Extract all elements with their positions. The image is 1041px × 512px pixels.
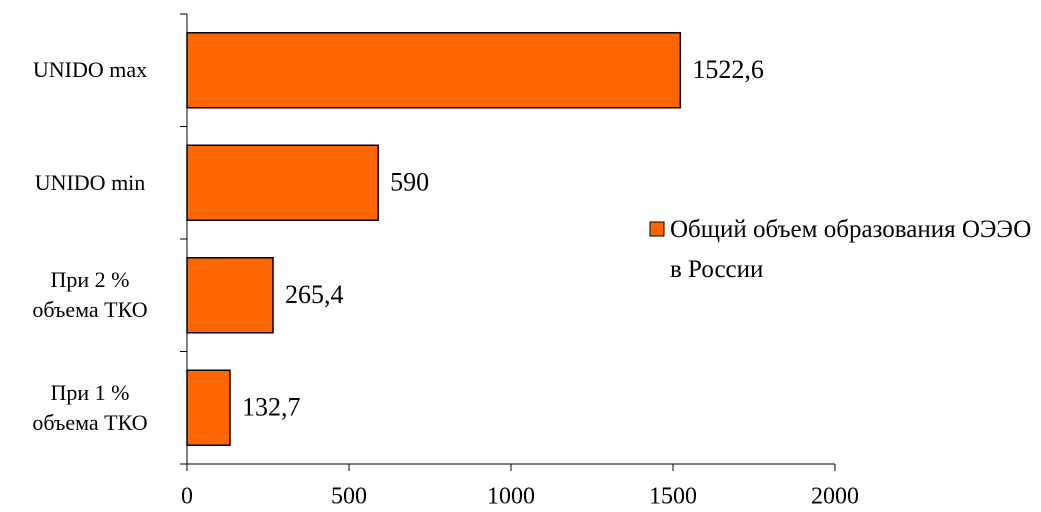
x-tick-label: 500: [331, 484, 367, 510]
value-label: 265,4: [285, 280, 344, 309]
bar: [186, 144, 379, 221]
bar: [186, 257, 274, 334]
x-tick-label: 2000: [811, 484, 859, 510]
legend-label: Общий объем образования ОЭЭО в России: [670, 216, 1032, 283]
y-tick-label: UNIDO min: [34, 169, 146, 195]
y-tick-label: При 1 % объема ТКО: [32, 379, 148, 435]
bar: [186, 32, 682, 109]
x-tick-label: 1000: [487, 484, 535, 510]
x-tick-label: 1500: [649, 484, 697, 510]
y-tick-label: UNIDO max: [32, 57, 148, 83]
y-tick-label: При 2 % объема ТКО: [32, 267, 148, 323]
value-label: 1522,6: [692, 55, 764, 84]
legend-swatch: [649, 221, 665, 237]
value-label: 132,7: [242, 393, 301, 422]
x-tick-label: 0: [181, 484, 193, 510]
bar: [186, 369, 231, 446]
value-label: 590: [390, 168, 429, 197]
